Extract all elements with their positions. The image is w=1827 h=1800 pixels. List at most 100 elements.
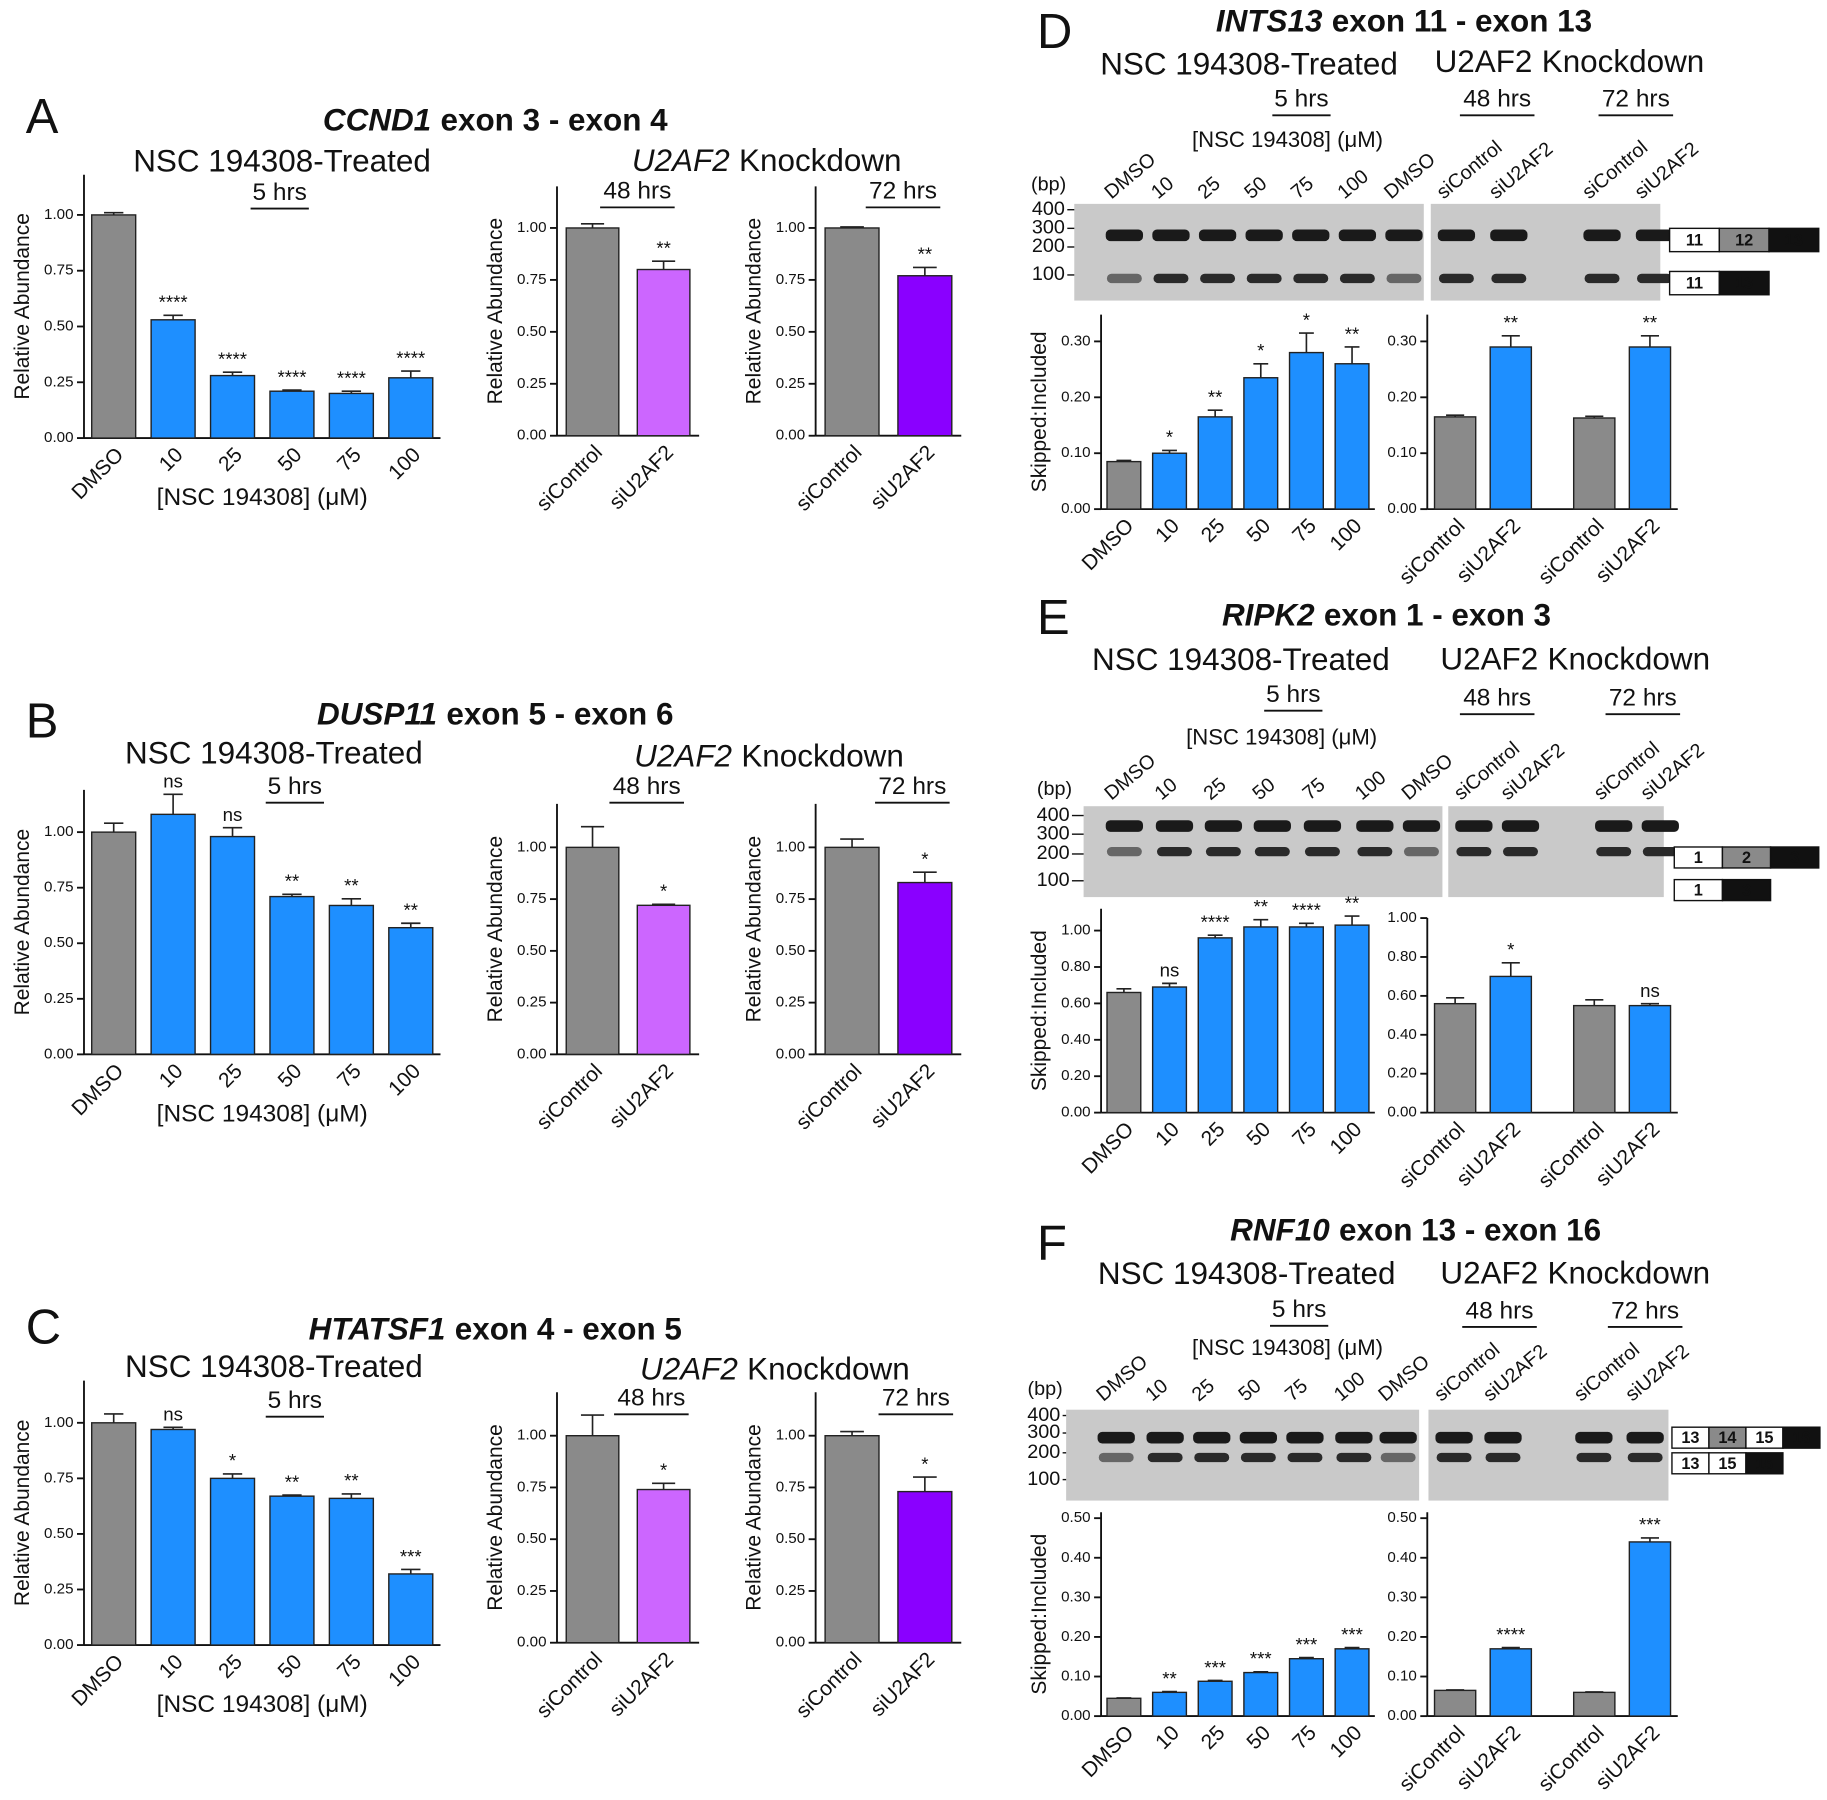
marker-label: 300 — [1037, 822, 1070, 844]
time-label: 72 hrs — [1602, 86, 1670, 113]
gel-band — [1156, 846, 1192, 857]
gel-band — [1627, 1452, 1663, 1463]
x-tick-label: 75 — [1288, 514, 1321, 547]
y-tick-label: 0.20 — [1061, 388, 1090, 405]
knockdown-word: Knockdown — [1548, 642, 1711, 677]
error-bar — [1207, 1679, 1223, 1682]
panel-label: E — [1037, 591, 1070, 645]
gel-band — [1106, 846, 1142, 857]
y-tick-label: 0.00 — [44, 1045, 73, 1062]
error-bar — [1253, 362, 1269, 378]
knockdown-label: U2AF2 Knockdown — [1440, 642, 1710, 677]
y-tick-label: 0.75 — [517, 271, 546, 288]
bar — [1334, 1648, 1370, 1717]
marker-label: 100 — [1037, 869, 1070, 891]
x-tick-label: siU2AF2 — [866, 1060, 939, 1133]
significance: **** — [1292, 900, 1321, 921]
x-tick-label: 25 — [214, 1060, 247, 1093]
gel-band — [1105, 820, 1144, 832]
time-label: 5 hrs — [268, 773, 322, 800]
bar — [1334, 363, 1370, 510]
error-bar — [163, 1426, 183, 1430]
panel-label: B — [26, 695, 59, 749]
y-tick-label: 0.00 — [776, 427, 805, 444]
gel-band — [1304, 846, 1340, 857]
lane-label: 50 — [1248, 774, 1279, 805]
gel-band — [1286, 1431, 1324, 1444]
significance: **** — [159, 292, 188, 313]
gel-band — [1292, 229, 1330, 242]
significance: ** — [1162, 1668, 1177, 1689]
y-axis-title: Skipped:Included — [1028, 1534, 1051, 1695]
exon-range: exon 3 - exon 4 — [440, 103, 668, 138]
exon-label: 14 — [1718, 1429, 1736, 1447]
marker-label: 300 — [1027, 1421, 1060, 1443]
bar — [1106, 460, 1142, 510]
error-bar — [1344, 1646, 1360, 1649]
y-tick-label: 0.30 — [1061, 332, 1090, 349]
gel-band — [1455, 820, 1493, 832]
gel-band — [1245, 229, 1283, 242]
significance: **** — [1201, 911, 1230, 932]
gene-name: INTS13 — [1216, 4, 1323, 39]
y-axis-title: Relative Abundance — [11, 213, 34, 400]
gel-band — [1239, 1431, 1277, 1444]
significance: ** — [1643, 312, 1658, 333]
time-label: 48 hrs — [1463, 684, 1531, 711]
x-tick-label: 50 — [274, 443, 307, 476]
knockdown-gene: U2AF2 — [1440, 642, 1538, 677]
y-axis-title: Relative Abundance — [484, 836, 507, 1023]
exon-range: exon 1 - exon 3 — [1324, 598, 1551, 633]
panel-label: D — [1037, 5, 1072, 59]
gel-band — [1491, 273, 1527, 284]
gel-band — [1595, 820, 1633, 832]
marker-label: 200 — [1027, 1441, 1060, 1463]
gel-band — [1456, 846, 1492, 857]
error-bar — [341, 1493, 362, 1499]
marker-label: 200 — [1032, 235, 1065, 257]
significance: * — [921, 848, 928, 869]
error-bar — [1640, 1002, 1660, 1006]
significance: * — [229, 1450, 236, 1471]
y-tick-label: 0.00 — [44, 1636, 73, 1653]
y-tick-label: 0.50 — [517, 1530, 546, 1547]
y-tick-label: 0.75 — [517, 1478, 546, 1495]
bar — [328, 904, 375, 1056]
exon-box — [1721, 878, 1772, 902]
marker-label: 200 — [1037, 842, 1070, 864]
bar — [388, 926, 434, 1056]
bar — [1433, 416, 1477, 510]
y-tick-label: 0.75 — [44, 1469, 73, 1486]
gel-band — [1147, 1452, 1183, 1463]
x-tick-label: 75 — [333, 1060, 366, 1093]
y-tick-label: 0.50 — [776, 323, 805, 340]
x-tick-label: siU2AF2 — [605, 1648, 678, 1721]
knockdown-label: U2AF2 Knockdown — [1435, 44, 1705, 79]
y-tick-label: 0.50 — [44, 934, 73, 951]
bar — [1288, 926, 1324, 1114]
gel-band — [1246, 273, 1282, 284]
error-bar — [580, 1414, 605, 1436]
gel-band — [1200, 273, 1236, 284]
bar — [824, 1435, 880, 1644]
panel-label: C — [26, 1300, 61, 1354]
marker-label: 300 — [1032, 217, 1065, 239]
gene-name: CCND1 — [323, 103, 431, 138]
error-bar — [1298, 922, 1314, 927]
lane-label: 50 — [1234, 1375, 1265, 1406]
gel-band — [1575, 1431, 1613, 1444]
significance: * — [921, 1453, 928, 1474]
gel-band — [1152, 229, 1190, 242]
error-bar — [840, 226, 864, 228]
time-label: 5 hrs — [268, 1387, 322, 1414]
y-tick-label: 0.50 — [517, 942, 546, 959]
error-bar — [652, 1482, 676, 1490]
y-tick-label: 0.10 — [1387, 444, 1416, 461]
bar — [897, 1490, 953, 1644]
gel-band — [1583, 229, 1621, 242]
gel-band — [1336, 1452, 1372, 1463]
significance: ns — [1640, 980, 1660, 1001]
significance: *** — [400, 1546, 422, 1567]
y-tick-label: 0.40 — [1387, 1026, 1416, 1043]
x-tick-label: 10 — [155, 443, 188, 476]
